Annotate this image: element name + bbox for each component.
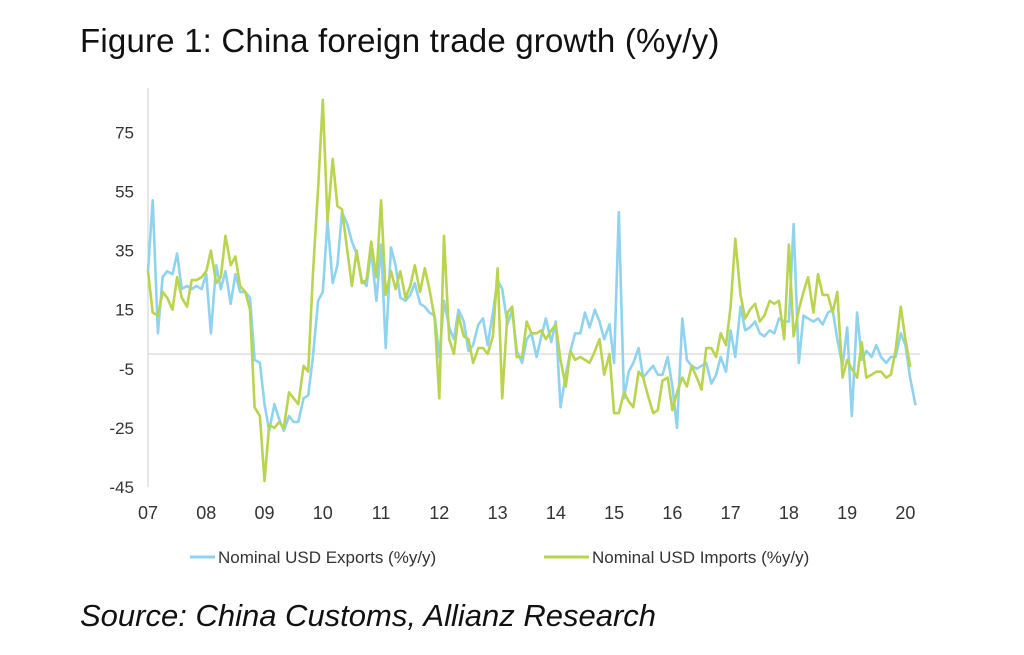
legend-exports-label: Nominal USD Exports (%y/y)	[218, 548, 436, 567]
x-tick-label: 13	[488, 503, 508, 523]
x-tick-label: 07	[138, 503, 158, 523]
x-tick-label: 12	[429, 503, 449, 523]
y-tick-label: -25	[109, 419, 134, 438]
y-tick-label: 55	[115, 182, 134, 201]
x-tick-label: 08	[196, 503, 216, 523]
x-tick-label: 16	[662, 503, 682, 523]
y-tick-label: 75	[115, 123, 134, 142]
x-tick-label: 14	[546, 503, 566, 523]
legend-imports-label: Nominal USD Imports (%y/y)	[592, 548, 809, 567]
x-tick-label: 17	[721, 503, 741, 523]
chart-series	[146, 98, 917, 483]
exports-series-line	[146, 199, 917, 433]
figure-title: Figure 1: China foreign trade growth (%y…	[80, 22, 720, 59]
x-tick-label: 18	[779, 503, 799, 523]
y-tick-label: 15	[115, 301, 134, 320]
imports-series-line	[146, 98, 912, 483]
x-tick-label: 09	[255, 503, 275, 523]
x-tick-label: 11	[372, 503, 391, 523]
x-tick-label: 19	[837, 503, 857, 523]
x-tick-label: 20	[895, 503, 915, 523]
chart-legend: Nominal USD Exports (%y/y) Nominal USD Im…	[190, 548, 809, 567]
x-tick-label: 15	[604, 503, 624, 523]
y-tick-label: -45	[109, 478, 134, 497]
source-note: Source: China Customs, Allianz Research	[80, 598, 657, 633]
y-tick-label: 35	[115, 242, 134, 261]
y-tick-label: -5	[119, 360, 134, 379]
x-tick-label: 10	[313, 503, 333, 523]
